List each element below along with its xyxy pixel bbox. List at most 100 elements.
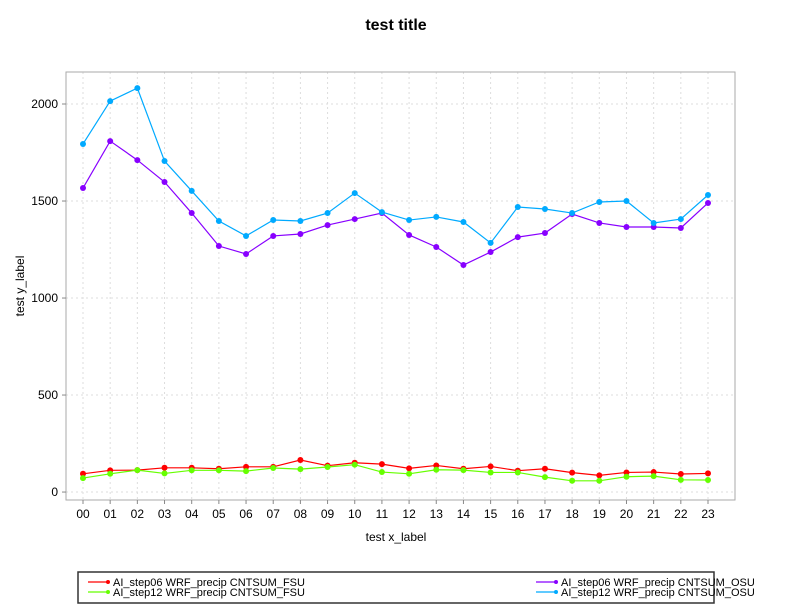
- data-point: [215, 467, 222, 474]
- data-point: [324, 210, 331, 217]
- x-tick-label: 09: [321, 507, 335, 521]
- y-tick-label: 0: [51, 485, 58, 499]
- data-point: [541, 205, 548, 212]
- data-point: [80, 140, 86, 147]
- legend-label: AI_step06 WRF_precip CNTSUM_FSU: [113, 577, 305, 589]
- series-line: [82, 87, 709, 244]
- data-point: [569, 477, 576, 484]
- data-point: [161, 464, 168, 471]
- data-point: [677, 224, 684, 231]
- series-line: [82, 459, 709, 476]
- data-point: [80, 470, 86, 477]
- x-tick-label: 17: [538, 507, 552, 521]
- data-point: [487, 463, 494, 470]
- data-point: [406, 217, 413, 224]
- data-point: [243, 468, 250, 475]
- data-point: [623, 469, 630, 476]
- data-point: [514, 469, 521, 476]
- x-tick-label: 04: [185, 507, 199, 521]
- data-point: [80, 185, 86, 192]
- data-point: [677, 476, 684, 483]
- data-point: [650, 219, 657, 226]
- data-point: [623, 473, 630, 480]
- plot-frame: [65, 71, 736, 501]
- data-point: [596, 477, 603, 484]
- legend-marker: [554, 580, 558, 584]
- data-point: [623, 198, 630, 205]
- x-tick-label: 02: [131, 507, 145, 521]
- data-point: [460, 218, 467, 225]
- x-tick-label: 01: [103, 507, 117, 521]
- y-axis-label: test y_label: [13, 256, 27, 317]
- data-point: [705, 192, 711, 199]
- data-point: [705, 199, 711, 206]
- x-tick-label: 22: [674, 507, 688, 521]
- x-tick-label: 07: [267, 507, 281, 521]
- x-tick-label: 20: [620, 507, 634, 521]
- x-tick-label: 16: [511, 507, 525, 521]
- x-tick-label: 10: [348, 507, 362, 521]
- data-point: [107, 470, 114, 477]
- data-point: [596, 219, 603, 226]
- data-point: [297, 218, 304, 225]
- data-point: [378, 209, 385, 216]
- data-point: [433, 244, 440, 251]
- data-point: [569, 469, 576, 476]
- data-point: [541, 474, 548, 481]
- data-point: [433, 213, 440, 220]
- data-point: [378, 469, 385, 476]
- data-point: [243, 250, 250, 257]
- series-line: [82, 140, 709, 266]
- data-point: [324, 222, 331, 229]
- data-point: [107, 138, 114, 145]
- y-tick-label: 1000: [31, 291, 58, 305]
- x-axis-label: test x_label: [366, 530, 427, 544]
- data-point: [460, 262, 467, 269]
- legend-label: AI_step06 WRF_precip CNTSUM_OSU: [561, 577, 755, 589]
- data-point: [324, 464, 331, 471]
- data-point: [650, 473, 657, 480]
- y-tick-label: 2000: [31, 97, 58, 111]
- x-tick-label: 19: [593, 507, 607, 521]
- data-point: [433, 466, 440, 473]
- data-point: [406, 231, 413, 238]
- data-point: [705, 477, 711, 484]
- data-point: [215, 243, 222, 250]
- data-point: [677, 471, 684, 478]
- data-point: [270, 217, 277, 224]
- x-tick-label: 15: [484, 507, 498, 521]
- legend: [77, 571, 715, 604]
- data-point: [406, 470, 413, 477]
- legend-label: AI_step12 WRF_precip CNTSUM_FSU: [113, 587, 305, 599]
- x-tick-label: 21: [647, 507, 661, 521]
- legend-marker: [106, 590, 110, 594]
- data-point: [215, 218, 222, 225]
- data-point: [188, 210, 195, 217]
- data-point: [487, 239, 494, 246]
- data-point: [270, 464, 277, 471]
- series-line: [82, 464, 709, 482]
- data-point: [134, 85, 141, 92]
- data-point: [80, 475, 86, 482]
- data-point: [623, 224, 630, 231]
- x-tick-label: 12: [402, 507, 416, 521]
- data-point: [161, 470, 168, 477]
- x-tick-label: 00: [76, 507, 90, 521]
- data-point: [351, 216, 358, 223]
- x-tick-label: 23: [701, 507, 715, 521]
- data-point: [514, 204, 521, 211]
- data-point: [134, 157, 141, 164]
- x-tick-label: 05: [212, 507, 226, 521]
- x-tick-label: 06: [239, 507, 253, 521]
- data-point: [378, 461, 385, 468]
- data-point: [297, 231, 304, 238]
- y-tick-label: 1500: [31, 194, 58, 208]
- legend-marker: [554, 590, 558, 594]
- data-point: [433, 462, 440, 469]
- data-point: [705, 470, 711, 477]
- data-point: [161, 158, 168, 165]
- data-point: [351, 461, 358, 468]
- data-point: [107, 98, 114, 105]
